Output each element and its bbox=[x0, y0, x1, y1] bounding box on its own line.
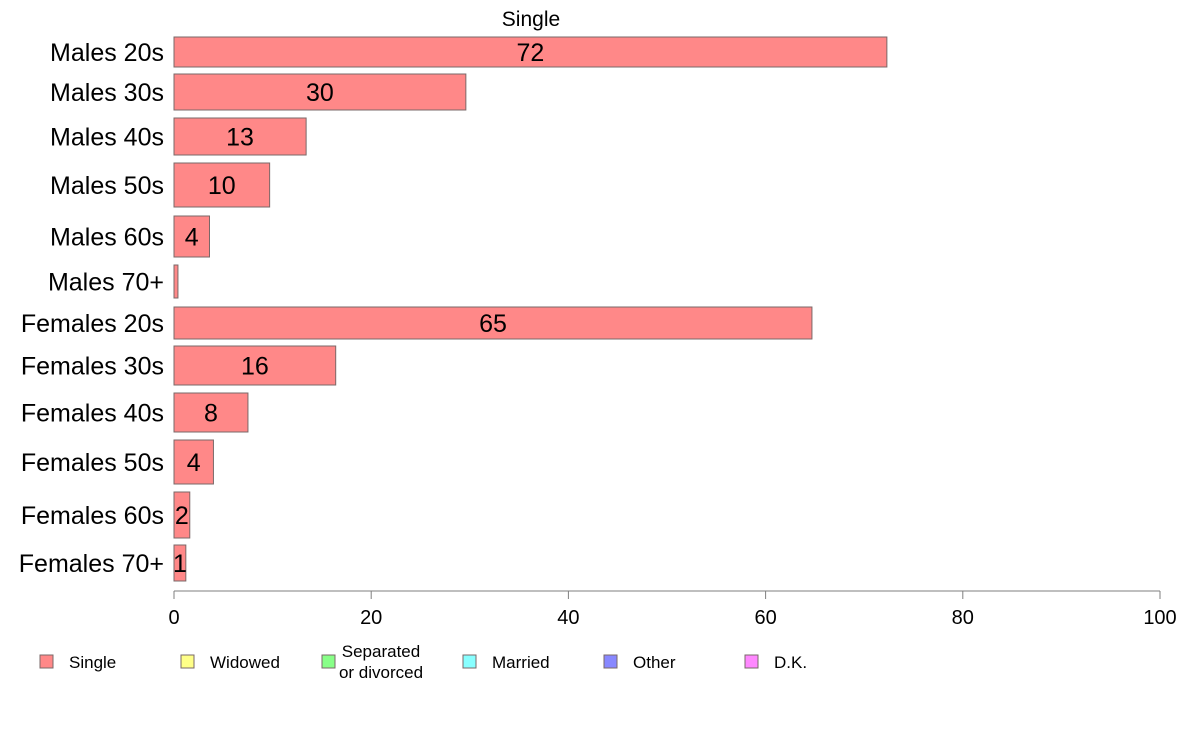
legend-swatch bbox=[180, 654, 195, 669]
data-label: 72 bbox=[517, 39, 545, 67]
data-label: 13 bbox=[226, 124, 254, 152]
data-label: 1 bbox=[173, 550, 187, 578]
legend-label: Separated or divorced bbox=[339, 642, 423, 682]
bar bbox=[173, 215, 210, 258]
legend-swatch bbox=[39, 654, 54, 669]
legend-label: Married bbox=[492, 653, 550, 672]
category-label: Males 60s bbox=[50, 224, 164, 252]
data-label: 10 bbox=[208, 172, 236, 200]
category-label: Males 40s bbox=[50, 124, 164, 152]
category-label: Females 30s bbox=[21, 353, 164, 381]
legend-label: D.K. bbox=[774, 653, 807, 672]
category-label: Males 50s bbox=[50, 172, 164, 200]
x-tick-label: 40 bbox=[557, 607, 579, 629]
bar bbox=[173, 264, 179, 299]
chart-title: Single bbox=[502, 8, 560, 31]
bar bbox=[173, 306, 813, 340]
data-label: 16 bbox=[241, 353, 269, 381]
data-label: 4 bbox=[187, 449, 201, 477]
legend-label: Widowed bbox=[210, 653, 280, 672]
legend-swatch bbox=[603, 654, 618, 669]
bar bbox=[173, 491, 191, 539]
category-label: Females 70+ bbox=[19, 550, 164, 578]
legend-swatch bbox=[744, 654, 759, 669]
bar bbox=[173, 162, 271, 208]
legend-swatch bbox=[462, 654, 477, 669]
bar bbox=[173, 345, 337, 386]
category-labels: Males 20s Males 30s Males 40s Males 50s Male… bbox=[19, 39, 164, 578]
legend-label: Single bbox=[69, 653, 116, 672]
bar bbox=[173, 73, 467, 111]
data-label: 4 bbox=[185, 224, 199, 252]
data-label: 65 bbox=[479, 310, 507, 338]
x-axis: 0 20 40 60 80 100 bbox=[168, 590, 1177, 629]
legend-label: Other bbox=[633, 653, 676, 672]
bar bbox=[173, 544, 187, 582]
bar bbox=[173, 36, 888, 68]
category-label: Females 20s bbox=[21, 310, 164, 338]
bar bbox=[173, 439, 214, 485]
category-label: Females 60s bbox=[21, 502, 164, 530]
x-tick-label: 100 bbox=[1143, 607, 1176, 629]
data-label: 30 bbox=[306, 79, 334, 107]
bar bbox=[173, 117, 307, 156]
data-label: 2 bbox=[175, 502, 189, 530]
category-label: Males 30s bbox=[50, 79, 164, 107]
category-label: Males 70+ bbox=[48, 269, 164, 297]
bar bbox=[173, 392, 249, 433]
x-tick-label: 0 bbox=[168, 607, 179, 629]
data-label: 8 bbox=[204, 400, 218, 428]
x-tick-label: 60 bbox=[754, 607, 776, 629]
x-tick-label: 20 bbox=[360, 607, 382, 629]
category-label: Males 20s bbox=[50, 39, 164, 67]
legend-swatch bbox=[321, 654, 336, 669]
category-label: Females 40s bbox=[21, 400, 164, 428]
category-label: Females 50s bbox=[21, 449, 164, 477]
legend: Single Widowed Separated or divorced Married… bbox=[39, 642, 807, 682]
x-tick-label: 80 bbox=[952, 607, 974, 629]
